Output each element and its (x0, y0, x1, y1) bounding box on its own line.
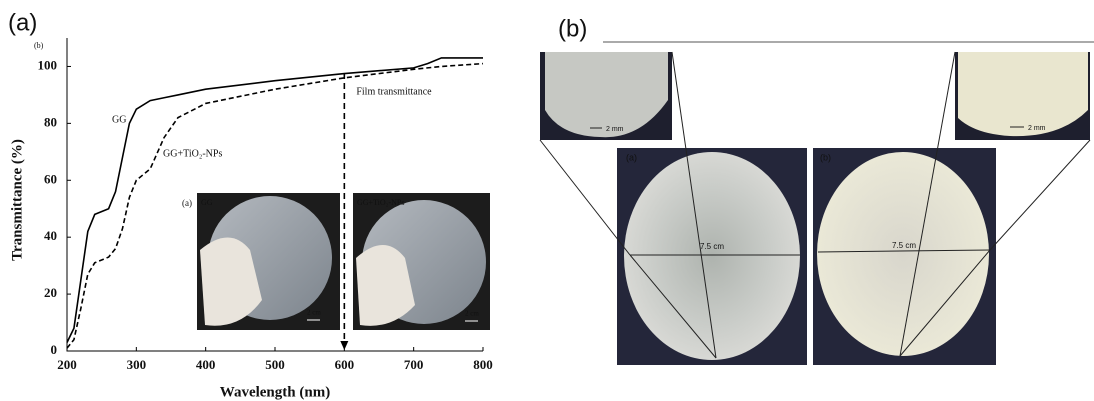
insets: (a) GG GG+TiO₂-NPs 2 cm 2 cm (182, 193, 490, 330)
x-tick-label: 700 (404, 357, 424, 372)
inset-scale: 2 cm (465, 310, 479, 318)
panel-label: (b) (558, 15, 587, 42)
panel-b: (b) 2 mm 2 mm (a) 7.5 cm (b) 7.5 cm (540, 15, 1094, 365)
panel-label: (a) (8, 9, 37, 36)
x-tick-label: 300 (127, 357, 147, 372)
x-tick-label: 600 (335, 357, 355, 372)
annotation: Film transmittance (356, 86, 432, 97)
arrow-head (340, 341, 348, 350)
figure: (b) 2 mm 2 mm (a) 7.5 cm (b) 7.5 cm (0, 0, 1094, 401)
series-label: GG (112, 114, 126, 125)
y-tick-label: 20 (44, 285, 57, 300)
y-tick-label: 60 (44, 171, 57, 186)
x-axis-title: Wavelength (nm) (220, 384, 330, 400)
y-tick-label: 40 (44, 228, 57, 243)
photo-label: (b) (820, 152, 831, 162)
x-tick-label: 800 (473, 357, 493, 372)
y-tick-label: 80 (44, 114, 57, 129)
photo-label: (a) (626, 152, 637, 162)
series-label: GG+TiO₂-NPs (163, 148, 222, 159)
size-label: 7.5 cm (892, 241, 916, 250)
corner-label: (b) (34, 41, 44, 50)
y-tick-label: 0 (51, 342, 58, 357)
x-tick-label: 500 (265, 357, 285, 372)
inset-scale: 2 cm (307, 309, 321, 317)
x-tick-label: 400 (196, 357, 216, 372)
x-tick-label: 200 (57, 357, 77, 372)
y-tick-label: 100 (38, 57, 58, 72)
inset-label: GG (201, 198, 213, 207)
y-axis-title: Transmittance (%) (9, 139, 25, 261)
scale-label: 2 mm (1028, 125, 1046, 132)
zoom-disc (958, 52, 1088, 136)
inset-label: GG+TiO₂-NPs (357, 198, 404, 207)
size-label: 7.5 cm (700, 242, 724, 251)
disc (817, 152, 989, 356)
inset-panel-label: (a) (182, 198, 192, 208)
scale-label: 2 mm (606, 126, 624, 133)
